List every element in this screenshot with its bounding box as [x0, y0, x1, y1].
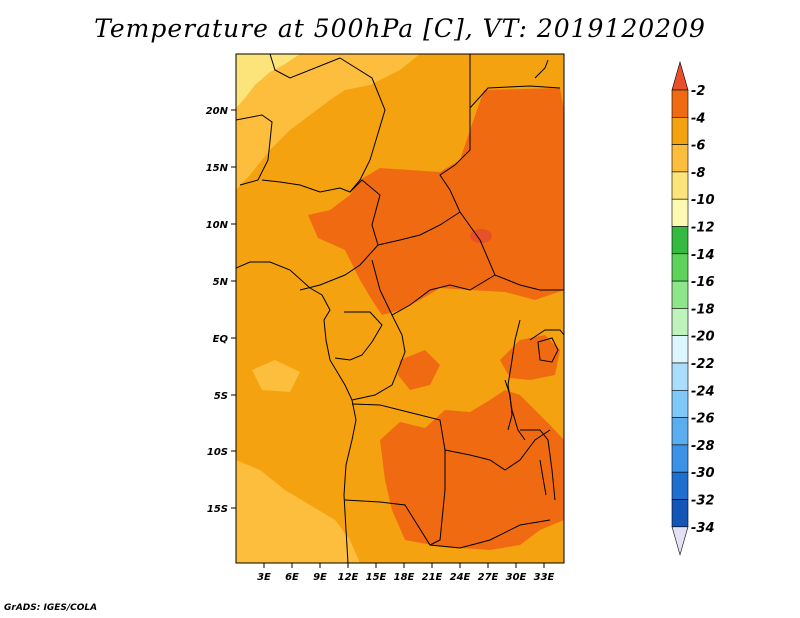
- colorbar-label: -28: [691, 439, 715, 454]
- border-angola: [351, 403, 446, 546]
- colorbar-swatch: [671, 144, 689, 173]
- border-drc-east: [507, 319, 526, 441]
- colorbar-label: -4: [691, 111, 705, 126]
- colorbar-label: -10: [691, 193, 715, 208]
- field-hot-spot: [470, 229, 492, 243]
- colorbar-swatch: [671, 444, 689, 473]
- border-east-2: [520, 429, 556, 501]
- colorbar: -2 -4 -6 -8 -10 -12 -14 -16 -18 -20 -22 -24 -26 -28 -3…: [671, 60, 715, 556]
- colorbar-label: -14: [691, 248, 715, 263]
- lat-label-5s: 5S: [214, 391, 228, 402]
- colorbar-swatch: [671, 335, 689, 364]
- lat-label-15s: 15S: [207, 504, 228, 515]
- lon-label-33e: 33E: [534, 572, 555, 583]
- coast-north-east: [534, 59, 549, 79]
- colorbar-label: -16: [691, 275, 715, 290]
- border-east-1: [529, 329, 564, 341]
- lon-label-24e: 24E: [450, 572, 471, 583]
- border-north-2: [339, 57, 386, 193]
- colorbar-label: -32: [691, 494, 715, 509]
- border-north-4: [236, 114, 273, 186]
- lon-label-15e: 15E: [366, 572, 387, 583]
- lon-label-6e: 6E: [285, 572, 299, 583]
- lat-label-20n: 20N: [206, 106, 229, 117]
- field-warm-patch-central: [398, 350, 440, 390]
- colorbar-label: -22: [691, 357, 715, 372]
- colorbar-swatch: [671, 226, 689, 255]
- border-central: [299, 244, 379, 291]
- colorbar-label: -24: [691, 384, 715, 399]
- lon-label-9e: 9E: [313, 572, 327, 583]
- lon-label-3e: 3E: [257, 572, 271, 583]
- colorbar-swatch: [671, 280, 689, 309]
- lake-malawi: [539, 459, 547, 496]
- lon-label-21e: 21E: [422, 572, 443, 583]
- field-warm-core: [308, 88, 564, 315]
- lon-label-12e: 12E: [338, 572, 359, 583]
- colorbar-swatch: [671, 471, 689, 500]
- colorbar-label: -8: [691, 166, 705, 181]
- colorbar-swatch: [671, 362, 689, 391]
- colorbar-swatch: [671, 117, 689, 145]
- colorbar-swatch: [671, 253, 689, 282]
- border-north-1: [269, 54, 341, 79]
- lat-label-15n: 15N: [206, 163, 229, 174]
- border-south: [344, 499, 551, 549]
- colorbar-label: -30: [691, 466, 715, 481]
- border-car-south: [371, 259, 496, 316]
- field-coolest-northwest: [236, 54, 300, 108]
- field-cool-southwest: [236, 460, 360, 563]
- field-warm-patch-east: [500, 335, 560, 380]
- map-frame: [235, 53, 565, 564]
- field-cool-northwest: [236, 54, 420, 190]
- border-congo: [334, 311, 383, 361]
- lon-label-18e: 18E: [394, 572, 415, 583]
- colorbar-label: -18: [691, 302, 715, 317]
- border-sudan: [459, 211, 564, 291]
- lat-label-eq: EQ: [213, 334, 229, 345]
- coastline-west: [236, 261, 357, 563]
- colorbar-label: -12: [691, 221, 715, 236]
- colorbar-label: -2: [691, 84, 705, 99]
- border-car: [377, 108, 471, 246]
- border-west-africa: [261, 179, 381, 246]
- grads-credit: GrADS: IGES/COLA: [4, 603, 98, 613]
- colorbar-label: -6: [691, 139, 705, 154]
- colorbar-swatch: [671, 417, 689, 446]
- colorbar-swatch: [671, 171, 689, 200]
- lon-label-30e: 30E: [506, 572, 527, 583]
- lat-label-10n: 10N: [206, 220, 229, 231]
- border-north-3: [469, 54, 561, 110]
- border-drc-west: [351, 314, 406, 401]
- lake-victoria: [537, 337, 559, 363]
- colorbar-swatch: [671, 198, 689, 227]
- colorbar-swatch: [671, 499, 689, 528]
- lon-label-27e: 27E: [478, 572, 499, 583]
- colorbar-arrow-top: [671, 60, 689, 91]
- colorbar-arrow-bottom: [671, 526, 689, 556]
- country-boundaries: [236, 54, 564, 563]
- map-title: Temperature at 500hPa [C], VT: 201912020…: [94, 14, 706, 43]
- latitude-axis: 20N 15N 10N 5N EQ 5S 10S 15S: [206, 106, 236, 515]
- colorbar-label: -26: [691, 412, 715, 427]
- colorbar-label: -20: [691, 330, 715, 345]
- lat-label-10s: 10S: [207, 447, 228, 458]
- colorbar-swatch: [671, 389, 689, 418]
- colorbar-swatch: [671, 89, 689, 118]
- lake-tanganyika: [504, 379, 513, 431]
- colorbar-label: -34: [691, 521, 715, 536]
- longitude-axis: 3E 6E 9E 12E 15E 18E 21E 24E 27E 30E 33E: [257, 563, 555, 583]
- field-cool-patch-west: [252, 360, 300, 392]
- lat-label-5n: 5N: [213, 277, 229, 288]
- border-zambia: [444, 429, 551, 471]
- temperature-field: [236, 54, 564, 563]
- colorbar-swatch: [671, 308, 689, 336]
